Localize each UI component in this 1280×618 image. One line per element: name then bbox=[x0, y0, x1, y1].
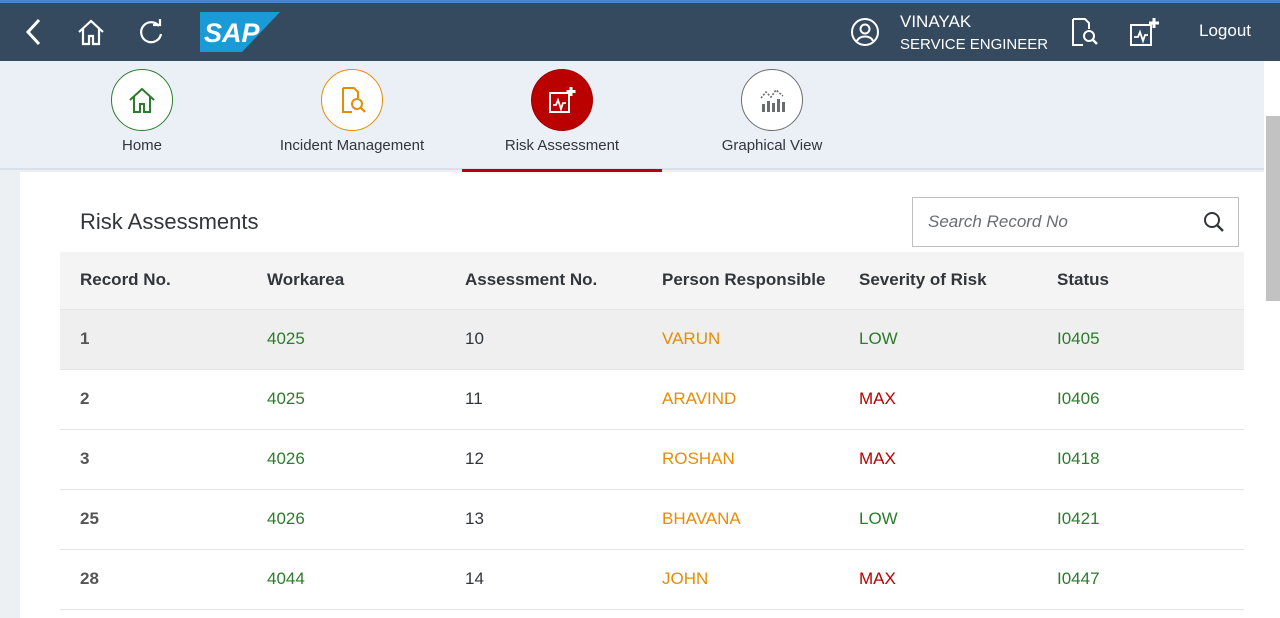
chart-icon bbox=[741, 69, 803, 131]
cell-record-no: 1 bbox=[60, 309, 247, 370]
table-row[interactable]: 3 4026 12 ROSHAN MAX I0418 bbox=[60, 429, 1244, 490]
column-header-person-responsible[interactable]: Person Responsible bbox=[642, 252, 839, 310]
nav-bar: Home Incident Management Risk Assessment… bbox=[0, 61, 1264, 172]
medical-chart-add-icon[interactable] bbox=[1126, 3, 1162, 61]
cell-person-responsible: JOHN bbox=[642, 549, 839, 610]
main-content: Risk Assessments Record No. Workarea Ass… bbox=[20, 172, 1264, 618]
cell-assessment-no: 10 bbox=[445, 309, 642, 370]
cell-record-no: 3 bbox=[60, 429, 247, 490]
table-row[interactable]: 28 4044 14 JOHN MAX I0447 bbox=[60, 549, 1244, 610]
cell-severity: MAX bbox=[839, 549, 1037, 610]
nav-item-incident-management[interactable]: Incident Management bbox=[252, 61, 452, 170]
table-row[interactable]: 1 4025 10 VARUN LOW I0405 bbox=[60, 309, 1244, 370]
back-icon[interactable] bbox=[18, 3, 48, 61]
nav-label: Incident Management bbox=[279, 137, 425, 154]
column-header-assessment-no[interactable]: Assessment No. bbox=[445, 252, 642, 310]
cell-status: I0447 bbox=[1037, 549, 1244, 610]
cell-severity: LOW bbox=[839, 489, 1037, 550]
cell-severity: LOW bbox=[839, 309, 1037, 370]
cell-person-responsible: ROSHAN bbox=[642, 429, 839, 490]
cell-workarea: 4025 bbox=[247, 309, 445, 370]
cell-severity: MAX bbox=[839, 429, 1037, 490]
cell-workarea: 4044 bbox=[247, 549, 445, 610]
column-header-severity[interactable]: Severity of Risk bbox=[839, 252, 1037, 310]
search-input[interactable] bbox=[913, 198, 1193, 246]
nav-item-home[interactable]: Home bbox=[42, 61, 242, 170]
page-title: Risk Assessments bbox=[80, 209, 259, 234]
active-tab-indicator bbox=[462, 169, 662, 172]
cell-status: I0418 bbox=[1037, 429, 1244, 490]
column-header-workarea[interactable]: Workarea bbox=[247, 252, 445, 310]
search-box bbox=[912, 197, 1239, 247]
cell-assessment-no: 11 bbox=[445, 369, 642, 430]
cell-assessment-no: 14 bbox=[445, 549, 642, 610]
risk-assessment-table: Record No. Workarea Assessment No. Perso… bbox=[60, 252, 1244, 610]
table-header-row: Record No. Workarea Assessment No. Perso… bbox=[60, 252, 1244, 310]
cell-severity: MAX bbox=[839, 369, 1037, 430]
sap-logo: SAP bbox=[200, 12, 280, 52]
cell-workarea: 4026 bbox=[247, 489, 445, 550]
column-header-record-no[interactable]: Record No. bbox=[60, 252, 247, 310]
nav-label: Risk Assessment bbox=[504, 137, 620, 154]
cell-record-no: 28 bbox=[60, 549, 247, 610]
cell-assessment-no: 12 bbox=[445, 429, 642, 490]
cell-workarea: 4025 bbox=[247, 369, 445, 430]
cell-person-responsible: ARAVIND bbox=[642, 369, 839, 430]
home-icon[interactable] bbox=[74, 3, 108, 61]
column-header-status[interactable]: Status bbox=[1037, 252, 1244, 310]
svg-text:SAP: SAP bbox=[204, 18, 261, 48]
nav-item-risk-assessment[interactable]: Risk Assessment bbox=[462, 61, 662, 172]
cell-person-responsible: BHAVANA bbox=[642, 489, 839, 550]
nav-label: Graphical View bbox=[721, 137, 823, 154]
search-icon[interactable] bbox=[1202, 210, 1226, 239]
cell-assessment-no: 13 bbox=[445, 489, 642, 550]
medical-chart-add-icon bbox=[531, 69, 593, 131]
cell-workarea: 4026 bbox=[247, 429, 445, 490]
nav-item-graphical-view[interactable]: Graphical View bbox=[672, 61, 872, 170]
user-icon[interactable] bbox=[848, 3, 882, 61]
logout-button[interactable]: Logout bbox=[1199, 21, 1251, 40]
user-role: SERVICE ENGINEER bbox=[900, 36, 1049, 53]
table-row[interactable]: 25 4026 13 BHAVANA LOW I0421 bbox=[60, 489, 1244, 550]
cell-status: I0421 bbox=[1037, 489, 1244, 550]
cell-person-responsible: VARUN bbox=[642, 309, 839, 370]
scrollbar-thumb[interactable] bbox=[1266, 116, 1280, 301]
table-row[interactable]: 2 4025 11 ARAVIND MAX I0406 bbox=[60, 369, 1244, 430]
shell-bar: SAP VINAYAK SERVICE ENGINEER Logout bbox=[0, 0, 1280, 61]
document-search-icon bbox=[321, 69, 383, 131]
cell-record-no: 2 bbox=[60, 369, 247, 430]
cell-status: I0405 bbox=[1037, 309, 1244, 370]
refresh-icon[interactable] bbox=[135, 3, 167, 61]
home-icon bbox=[111, 69, 173, 131]
nav-label: Home bbox=[121, 137, 162, 154]
user-name: VINAYAK bbox=[900, 12, 972, 31]
document-search-icon[interactable] bbox=[1066, 3, 1102, 61]
cell-status: I0406 bbox=[1037, 369, 1244, 430]
cell-record-no: 25 bbox=[60, 489, 247, 550]
